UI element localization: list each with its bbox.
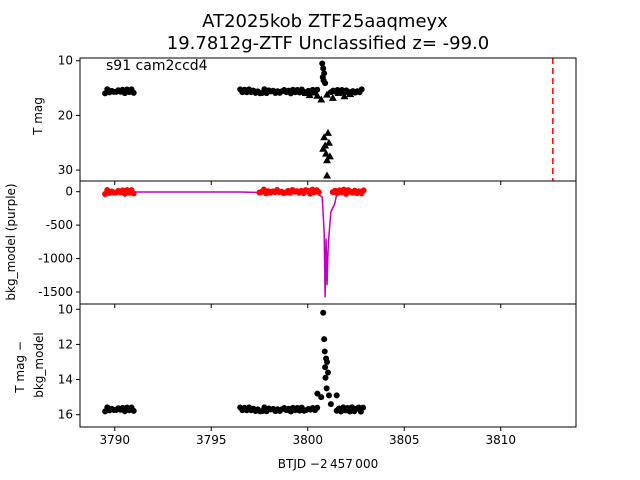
x-tick-label: 3800 [292, 433, 323, 447]
middle-series-line [105, 191, 364, 298]
x-tick-label: 3805 [389, 433, 420, 447]
bottom-data-point [314, 390, 321, 397]
top-data-point [314, 86, 321, 93]
middle-y-tick-label: -500 [46, 218, 73, 232]
top-y-tick-label: 20 [58, 108, 73, 122]
bottom-y-tick-label: 12 [58, 337, 73, 351]
figure-title-line1: AT2025kob ZTF25aaqmeyx [202, 11, 448, 32]
top-data-triangle [323, 156, 332, 164]
bottom-y-tick-label: 16 [58, 408, 73, 422]
x-axis-label: BTJD −2 457 000 [278, 457, 378, 471]
top-data-triangle [328, 93, 337, 101]
bottom-data-point [130, 407, 137, 414]
bottom-data-point [322, 374, 329, 381]
plot-panels: 10 20 30 0 -500 -1000 -1500 10 12 14 16 3790 3795 380… [38, 54, 577, 447]
bottom-data-point [314, 404, 321, 411]
middle-panel-ylabel: bkg_model (purple) [4, 183, 18, 300]
top-data-triangle [301, 88, 310, 96]
bottom-data-point [327, 401, 334, 408]
bottom-data-point [324, 358, 331, 365]
bottom-data-point [325, 392, 332, 399]
top-y-tick-label: 30 [58, 163, 73, 177]
top-data-triangle [323, 171, 332, 179]
top-data-point [319, 60, 326, 67]
bottom-y-tick-label: 14 [58, 373, 73, 387]
top-data-triangle [325, 152, 334, 160]
bottom-data-point [320, 309, 327, 316]
top-data-triangle [324, 128, 332, 136]
middle-y-tick-label: -1000 [38, 252, 73, 266]
bottom-y-tick-label: 10 [58, 302, 73, 316]
bottom-data-point [321, 336, 328, 343]
middle-data-point [130, 190, 137, 197]
bottom-ylabel-line1: T mag − [13, 341, 27, 394]
top-y-tick-label: 10 [58, 54, 73, 68]
top-panel-ylabel: T mag [31, 97, 45, 136]
top-data-triangle [319, 144, 328, 152]
top-data-triangle [317, 95, 326, 103]
top-data-point [320, 65, 327, 72]
bottom-panel-frame [79, 303, 577, 428]
bottom-data-point [321, 348, 328, 355]
bottom-data-point [323, 385, 330, 392]
top-panel-annotation: s91 cam2ccd4 [106, 58, 208, 74]
x-tick-label: 3790 [99, 433, 130, 447]
middle-y-tick-label: -1500 [38, 285, 73, 299]
top-data-triangle [324, 138, 333, 146]
bottom-data-point [325, 369, 331, 376]
bottom-data-point [333, 392, 340, 399]
x-tick-label: 3795 [196, 433, 227, 447]
top-data-triangle [309, 88, 318, 96]
bottom-data-point [360, 404, 367, 411]
middle-data-point [360, 187, 367, 194]
top-data-point [130, 89, 137, 96]
middle-y-tick-label: 0 [65, 185, 73, 199]
top-data-triangle [320, 133, 329, 141]
top-data-triangle [313, 91, 322, 99]
top-data-triangle [305, 91, 314, 99]
top-data-triangle [323, 90, 332, 98]
top-data-triangle [334, 88, 343, 96]
top-data-point [358, 86, 365, 93]
bottom-data-point [318, 394, 325, 401]
bottom-panel-ylabel: T mag − bkg_model [13, 332, 46, 398]
top-data-point [322, 80, 329, 87]
figure-title-line2: 19.7812g-ZTF Unclassified z= -99.0 [167, 33, 489, 54]
middle-data-point [315, 189, 322, 196]
top-data-triangle [340, 92, 349, 100]
bottom-ylabel-line2: bkg_model [32, 332, 46, 398]
top-data-triangle [346, 90, 355, 98]
bottom-data-point [322, 364, 329, 371]
x-tick-label: 3810 [485, 433, 516, 447]
top-data-triangle [322, 149, 331, 157]
